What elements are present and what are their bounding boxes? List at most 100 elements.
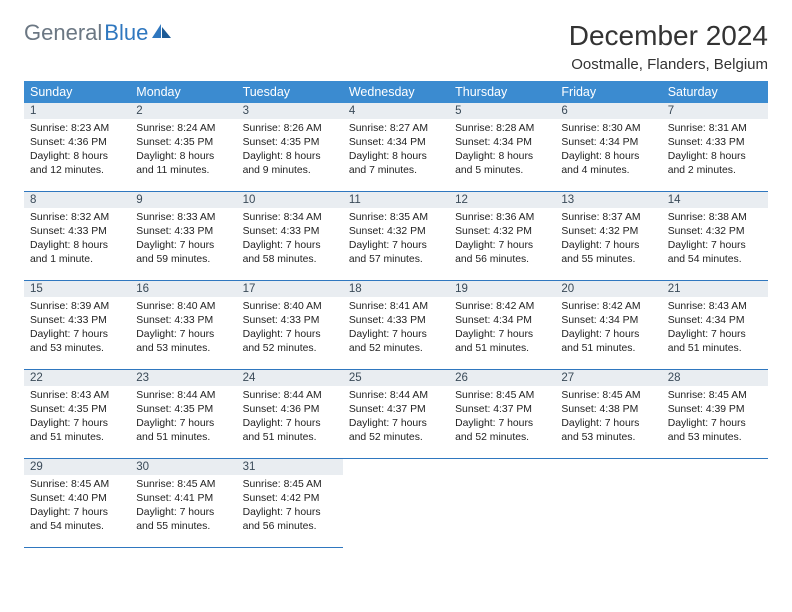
calendar-cell: 4Sunrise: 8:27 AMSunset: 4:34 PMDaylight… [343, 103, 449, 192]
day-number: 26 [449, 370, 555, 386]
sunrise-line: Sunrise: 8:30 AM [561, 122, 655, 136]
daylight-line: Daylight: 7 hours and 54 minutes. [30, 506, 124, 534]
weekday-header: Friday [555, 81, 661, 103]
sunset-line: Sunset: 4:34 PM [561, 136, 655, 150]
day-number: 23 [130, 370, 236, 386]
daylight-line: Daylight: 8 hours and 11 minutes. [136, 150, 230, 178]
calendar-cell: 11Sunrise: 8:35 AMSunset: 4:32 PMDayligh… [343, 192, 449, 281]
calendar-cell: 25Sunrise: 8:44 AMSunset: 4:37 PMDayligh… [343, 370, 449, 459]
sunset-line: Sunset: 4:33 PM [136, 225, 230, 239]
day-body: Sunrise: 8:26 AMSunset: 4:35 PMDaylight:… [237, 119, 343, 182]
sunrise-line: Sunrise: 8:45 AM [455, 389, 549, 403]
weekday-header: Sunday [24, 81, 130, 103]
sunrise-line: Sunrise: 8:42 AM [561, 300, 655, 314]
day-number: 5 [449, 103, 555, 119]
brand-logo: GeneralBlue [24, 20, 172, 46]
daylight-line: Daylight: 7 hours and 51 minutes. [243, 417, 337, 445]
sunrise-line: Sunrise: 8:36 AM [455, 211, 549, 225]
day-body: Sunrise: 8:42 AMSunset: 4:34 PMDaylight:… [449, 297, 555, 360]
calendar-cell: 17Sunrise: 8:40 AMSunset: 4:33 PMDayligh… [237, 281, 343, 370]
day-number: 19 [449, 281, 555, 297]
sunset-line: Sunset: 4:33 PM [349, 314, 443, 328]
weekday-header: Thursday [449, 81, 555, 103]
day-number: 4 [343, 103, 449, 119]
calendar-cell: 23Sunrise: 8:44 AMSunset: 4:35 PMDayligh… [130, 370, 236, 459]
day-body: Sunrise: 8:44 AMSunset: 4:36 PMDaylight:… [237, 386, 343, 449]
sunrise-line: Sunrise: 8:27 AM [349, 122, 443, 136]
day-number: 25 [343, 370, 449, 386]
calendar-row: 15Sunrise: 8:39 AMSunset: 4:33 PMDayligh… [24, 281, 768, 370]
sunset-line: Sunset: 4:35 PM [136, 136, 230, 150]
daylight-line: Daylight: 7 hours and 57 minutes. [349, 239, 443, 267]
sunset-line: Sunset: 4:33 PM [30, 225, 124, 239]
sunset-line: Sunset: 4:36 PM [243, 403, 337, 417]
day-body: Sunrise: 8:45 AMSunset: 4:39 PMDaylight:… [662, 386, 768, 449]
day-number: 28 [662, 370, 768, 386]
day-body: Sunrise: 8:44 AMSunset: 4:37 PMDaylight:… [343, 386, 449, 449]
daylight-line: Daylight: 8 hours and 7 minutes. [349, 150, 443, 178]
sunset-line: Sunset: 4:34 PM [561, 314, 655, 328]
day-number: 11 [343, 192, 449, 208]
day-body: Sunrise: 8:37 AMSunset: 4:32 PMDaylight:… [555, 208, 661, 271]
calendar-cell: 30Sunrise: 8:45 AMSunset: 4:41 PMDayligh… [130, 459, 236, 548]
calendar-cell: 13Sunrise: 8:37 AMSunset: 4:32 PMDayligh… [555, 192, 661, 281]
day-number: 24 [237, 370, 343, 386]
calendar-cell: 27Sunrise: 8:45 AMSunset: 4:38 PMDayligh… [555, 370, 661, 459]
day-body: Sunrise: 8:43 AMSunset: 4:34 PMDaylight:… [662, 297, 768, 360]
sunset-line: Sunset: 4:38 PM [561, 403, 655, 417]
calendar-cell: 15Sunrise: 8:39 AMSunset: 4:33 PMDayligh… [24, 281, 130, 370]
sunrise-line: Sunrise: 8:45 AM [243, 478, 337, 492]
day-body: Sunrise: 8:31 AMSunset: 4:33 PMDaylight:… [662, 119, 768, 182]
daylight-line: Daylight: 7 hours and 52 minutes. [349, 328, 443, 356]
daylight-line: Daylight: 8 hours and 5 minutes. [455, 150, 549, 178]
day-body: Sunrise: 8:45 AMSunset: 4:37 PMDaylight:… [449, 386, 555, 449]
calendar-cell: 31Sunrise: 8:45 AMSunset: 4:42 PMDayligh… [237, 459, 343, 548]
daylight-line: Daylight: 7 hours and 53 minutes. [30, 328, 124, 356]
day-body: Sunrise: 8:39 AMSunset: 4:33 PMDaylight:… [24, 297, 130, 360]
brand-part1: General [24, 20, 102, 46]
sunset-line: Sunset: 4:33 PM [136, 314, 230, 328]
sunrise-line: Sunrise: 8:45 AM [561, 389, 655, 403]
sunrise-line: Sunrise: 8:45 AM [668, 389, 762, 403]
weekday-header: Saturday [662, 81, 768, 103]
calendar-row: 1Sunrise: 8:23 AMSunset: 4:36 PMDaylight… [24, 103, 768, 192]
sunrise-line: Sunrise: 8:44 AM [136, 389, 230, 403]
sunset-line: Sunset: 4:32 PM [561, 225, 655, 239]
calendar-table: SundayMondayTuesdayWednesdayThursdayFrid… [24, 81, 768, 548]
day-body: Sunrise: 8:43 AMSunset: 4:35 PMDaylight:… [24, 386, 130, 449]
sunrise-line: Sunrise: 8:32 AM [30, 211, 124, 225]
calendar-cell: 19Sunrise: 8:42 AMSunset: 4:34 PMDayligh… [449, 281, 555, 370]
sunset-line: Sunset: 4:40 PM [30, 492, 124, 506]
day-number: 27 [555, 370, 661, 386]
calendar-cell: 28Sunrise: 8:45 AMSunset: 4:39 PMDayligh… [662, 370, 768, 459]
calendar-cell: 10Sunrise: 8:34 AMSunset: 4:33 PMDayligh… [237, 192, 343, 281]
day-body: Sunrise: 8:24 AMSunset: 4:35 PMDaylight:… [130, 119, 236, 182]
sunrise-line: Sunrise: 8:24 AM [136, 122, 230, 136]
calendar-cell: 29Sunrise: 8:45 AMSunset: 4:40 PMDayligh… [24, 459, 130, 548]
sunset-line: Sunset: 4:35 PM [30, 403, 124, 417]
sunset-line: Sunset: 4:36 PM [30, 136, 124, 150]
daylight-line: Daylight: 7 hours and 51 minutes. [136, 417, 230, 445]
weekday-header: Tuesday [237, 81, 343, 103]
sunrise-line: Sunrise: 8:44 AM [243, 389, 337, 403]
daylight-line: Daylight: 7 hours and 54 minutes. [668, 239, 762, 267]
day-body: Sunrise: 8:45 AMSunset: 4:42 PMDaylight:… [237, 475, 343, 538]
location: Oostmalle, Flanders, Belgium [569, 56, 768, 73]
day-body: Sunrise: 8:23 AMSunset: 4:36 PMDaylight:… [24, 119, 130, 182]
sunrise-line: Sunrise: 8:44 AM [349, 389, 443, 403]
calendar-cell: 22Sunrise: 8:43 AMSunset: 4:35 PMDayligh… [24, 370, 130, 459]
sunrise-line: Sunrise: 8:23 AM [30, 122, 124, 136]
sunrise-line: Sunrise: 8:35 AM [349, 211, 443, 225]
sunrise-line: Sunrise: 8:41 AM [349, 300, 443, 314]
day-number: 14 [662, 192, 768, 208]
calendar-row: 22Sunrise: 8:43 AMSunset: 4:35 PMDayligh… [24, 370, 768, 459]
weekday-header: Wednesday [343, 81, 449, 103]
calendar-cell: 8Sunrise: 8:32 AMSunset: 4:33 PMDaylight… [24, 192, 130, 281]
day-number: 6 [555, 103, 661, 119]
daylight-line: Daylight: 7 hours and 59 minutes. [136, 239, 230, 267]
day-body: Sunrise: 8:34 AMSunset: 4:33 PMDaylight:… [237, 208, 343, 271]
day-number: 31 [237, 459, 343, 475]
sunset-line: Sunset: 4:34 PM [455, 136, 549, 150]
sunrise-line: Sunrise: 8:40 AM [136, 300, 230, 314]
sunset-line: Sunset: 4:33 PM [668, 136, 762, 150]
